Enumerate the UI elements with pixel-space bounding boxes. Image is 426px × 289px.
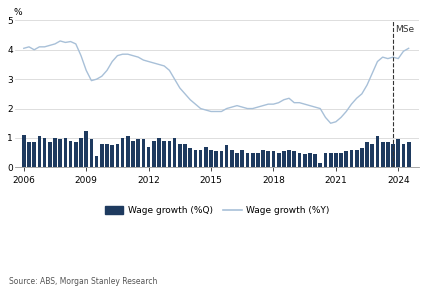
Bar <box>136 139 140 167</box>
Bar <box>344 151 348 167</box>
Bar <box>225 145 228 167</box>
Bar <box>115 144 119 167</box>
Bar <box>167 141 171 167</box>
Bar <box>381 142 385 167</box>
Legend: Wage growth (%Q), Wage growth (%Y): Wage growth (%Q), Wage growth (%Y) <box>101 202 333 219</box>
Bar <box>43 138 46 167</box>
Bar <box>162 141 166 167</box>
Bar <box>219 151 223 167</box>
Bar <box>350 150 353 167</box>
Text: Source: ABS, Morgan Stanley Research: Source: ABS, Morgan Stanley Research <box>9 277 157 286</box>
Bar <box>204 147 208 167</box>
Bar <box>402 144 405 167</box>
Bar <box>396 139 400 167</box>
Bar <box>370 144 374 167</box>
Bar <box>199 150 202 167</box>
Bar <box>308 153 312 167</box>
Bar <box>324 153 327 167</box>
Bar <box>298 153 301 167</box>
Bar <box>22 135 26 167</box>
Bar <box>256 153 260 167</box>
Text: MSe: MSe <box>395 25 414 34</box>
Bar <box>27 142 31 167</box>
Bar <box>271 151 275 167</box>
Bar <box>121 138 124 167</box>
Bar <box>318 163 322 167</box>
Bar <box>84 131 88 167</box>
Bar <box>235 153 239 167</box>
Bar <box>376 136 379 167</box>
Bar <box>287 150 291 167</box>
Bar <box>100 144 104 167</box>
Bar <box>214 151 218 167</box>
Bar <box>245 153 249 167</box>
Bar <box>147 147 150 167</box>
Bar <box>313 154 317 167</box>
Bar <box>240 150 244 167</box>
Bar <box>282 151 286 167</box>
Bar <box>407 142 411 167</box>
Bar <box>95 155 98 167</box>
Bar <box>126 136 130 167</box>
Bar <box>105 144 109 167</box>
Bar <box>79 138 83 167</box>
Bar <box>386 142 390 167</box>
Bar <box>48 142 52 167</box>
Bar <box>74 142 78 167</box>
Bar <box>53 138 57 167</box>
Bar <box>32 142 36 167</box>
Bar <box>209 150 213 167</box>
Bar <box>193 150 197 167</box>
Bar <box>266 151 270 167</box>
Bar <box>178 144 182 167</box>
Bar <box>37 136 41 167</box>
Bar <box>339 153 343 167</box>
Bar <box>157 138 161 167</box>
Bar <box>69 141 72 167</box>
Bar <box>292 151 296 167</box>
Bar <box>277 153 280 167</box>
Bar <box>355 150 359 167</box>
Bar <box>63 138 67 167</box>
Bar <box>230 150 234 167</box>
Bar <box>110 145 114 167</box>
Bar <box>303 154 307 167</box>
Bar <box>391 144 395 167</box>
Bar <box>329 153 333 167</box>
Bar <box>360 148 364 167</box>
Bar <box>251 153 254 167</box>
Bar <box>188 148 192 167</box>
Bar <box>58 139 62 167</box>
Bar <box>89 139 93 167</box>
Bar <box>365 142 369 167</box>
Text: %: % <box>14 8 22 17</box>
Bar <box>261 150 265 167</box>
Bar <box>183 144 187 167</box>
Bar <box>152 141 155 167</box>
Bar <box>173 138 176 167</box>
Bar <box>131 141 135 167</box>
Bar <box>334 153 338 167</box>
Bar <box>141 139 145 167</box>
